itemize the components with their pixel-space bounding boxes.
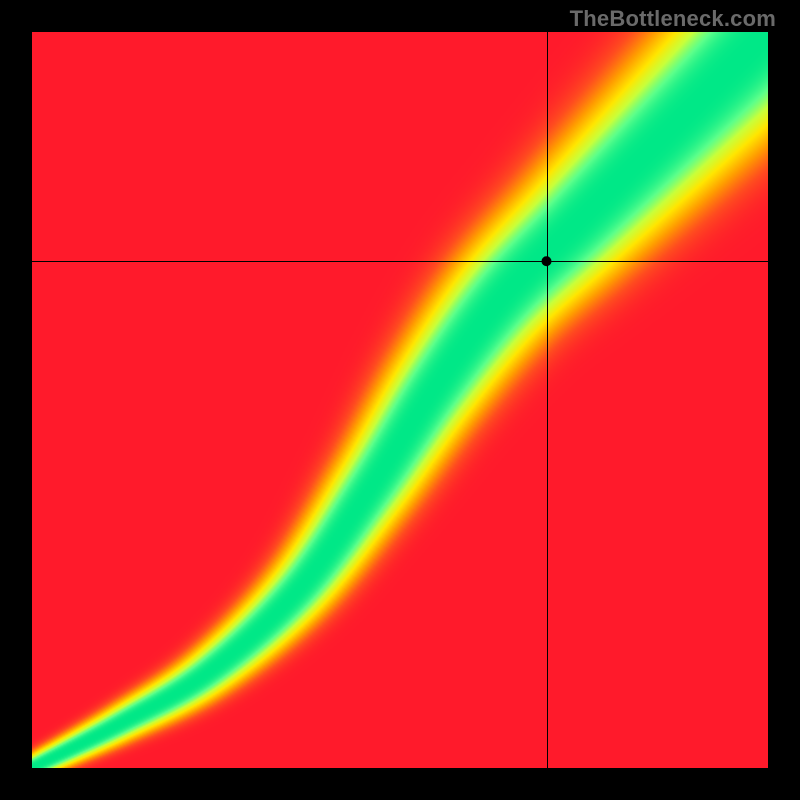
watermark-text: TheBottleneck.com	[570, 6, 776, 32]
crosshair-overlay	[32, 32, 768, 768]
root-container: TheBottleneck.com	[0, 0, 800, 800]
